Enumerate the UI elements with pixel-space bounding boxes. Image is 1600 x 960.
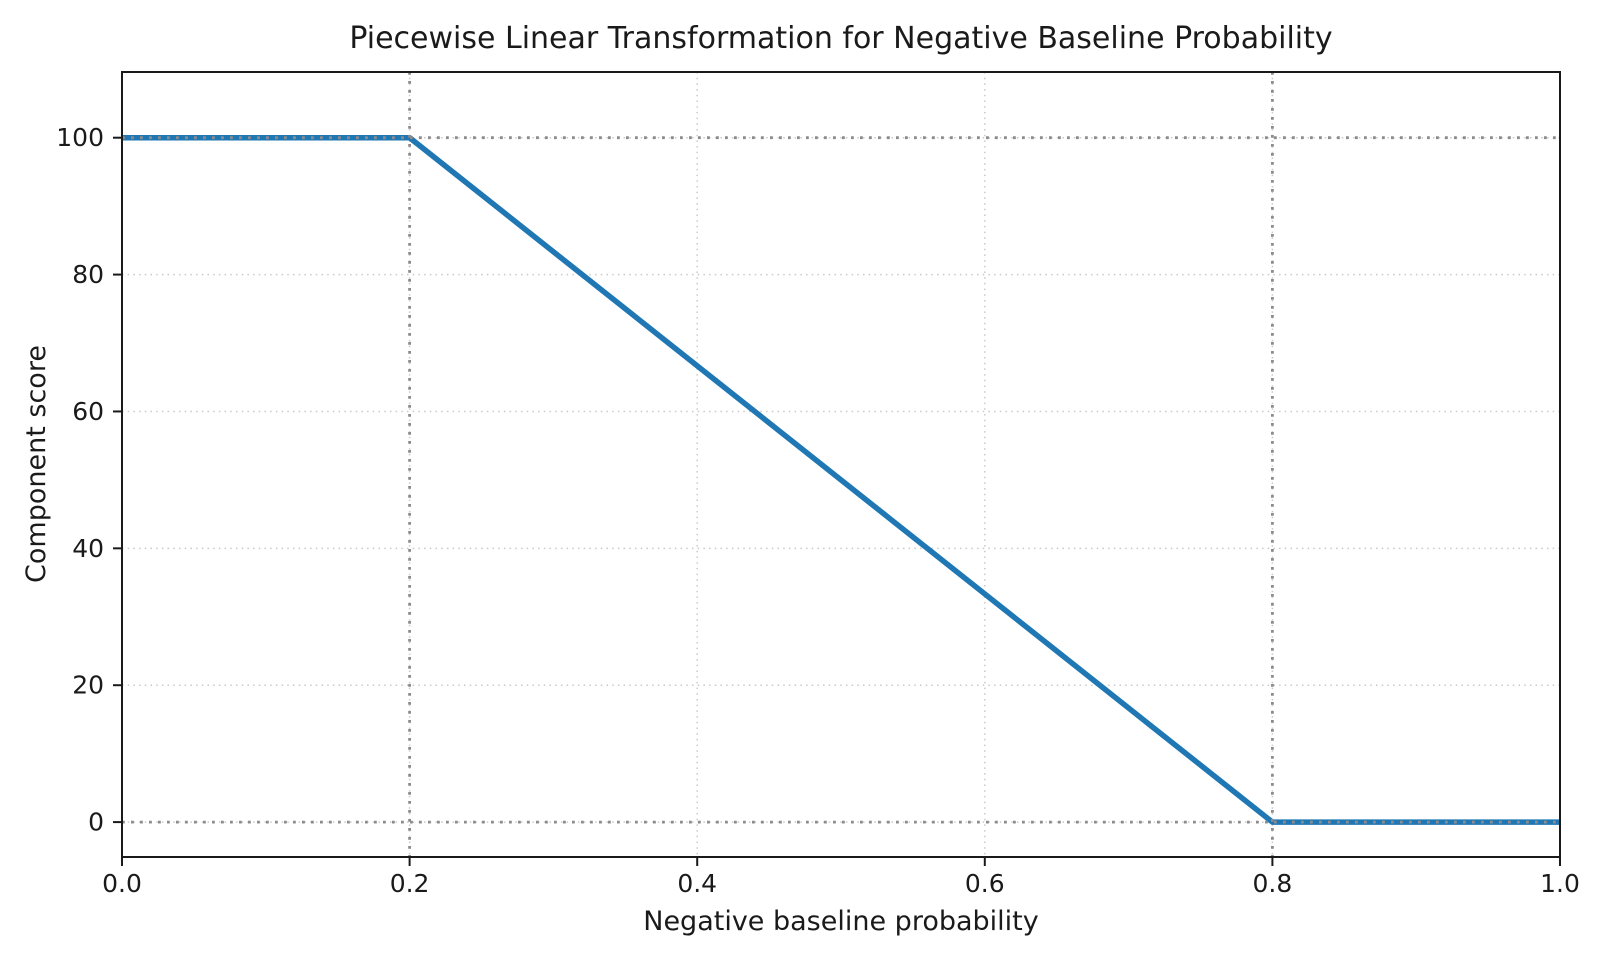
y-tick-label: 100	[56, 123, 104, 152]
axes-spines	[121, 71, 1561, 858]
y-tick-labels: 0 20 40 60 80 100	[56, 123, 104, 836]
reference-lines	[122, 72, 1560, 857]
gridlines	[122, 72, 1560, 857]
y-tick-label: 0	[88, 808, 104, 837]
x-tick-label: 0.0	[102, 869, 142, 898]
x-tick-label: 0.2	[390, 869, 430, 898]
x-tick-label: 0.6	[965, 869, 1005, 898]
y-tick-label: 40	[72, 534, 104, 563]
plot-border	[121, 71, 1561, 858]
data-series	[122, 134, 1560, 825]
y-tick-label: 60	[72, 397, 104, 426]
chart-title: Piecewise Linear Transformation for Nega…	[349, 21, 1332, 56]
y-tick-label: 20	[72, 671, 104, 700]
tick-marks	[113, 136, 1561, 866]
y-axis-label: Component score	[21, 345, 52, 583]
x-tick-label: 0.4	[677, 869, 717, 898]
x-tick-label: 1.0	[1540, 869, 1580, 898]
x-tick-label: 0.8	[1253, 869, 1293, 898]
x-axis-label: Negative baseline probability	[643, 906, 1039, 937]
y-tick-label: 80	[72, 260, 104, 289]
component-score-line	[122, 134, 1560, 825]
x-tick-labels: 0.0 0.2 0.4 0.6 0.8 1.0	[102, 869, 1580, 898]
